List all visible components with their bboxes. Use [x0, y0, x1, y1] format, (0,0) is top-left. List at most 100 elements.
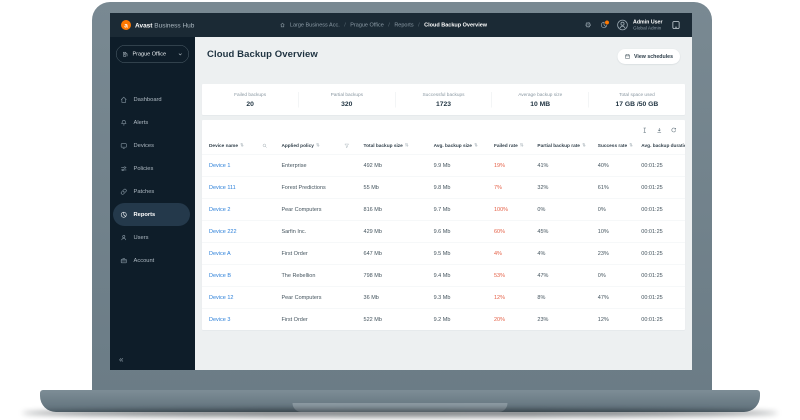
stat-item: Total space used 17 GB /50 GB	[588, 91, 685, 108]
sidebar-item-reports[interactable]: Reports	[113, 203, 190, 226]
device-console-icon[interactable]	[671, 20, 681, 30]
stat-label: Average backup size	[518, 91, 563, 98]
sidebar-item-dashboard[interactable]: Dashboard	[110, 88, 195, 111]
sidebar-item-users[interactable]: Users	[110, 226, 195, 249]
sidebar-item-patches[interactable]: Patches	[110, 180, 195, 203]
sort-icon[interactable]: ⇅	[315, 143, 320, 148]
cell-total-backup-size: 36 Mb	[363, 294, 379, 301]
stat-item: Successful backups 1723	[394, 91, 492, 108]
cell-avg-backup-duration: 00:01:25	[641, 250, 663, 257]
cell-avg-backup-duration: 00:01:25	[641, 272, 663, 279]
table-row: Device 12 Pear Computers 36 Mb 9.3 Mb 12…	[202, 286, 685, 308]
device-link[interactable]: Device A	[209, 250, 231, 257]
cell-avg-backup-size: 9.6 Mb	[433, 228, 451, 235]
search-icon[interactable]	[262, 143, 268, 149]
column-applied-policy[interactable]: Applied policy ⇅	[274, 143, 356, 149]
cell-success-rate: 61%	[597, 184, 609, 191]
cell-partial-backup-rate: 23%	[537, 316, 549, 323]
table-row: Device 222 Sarfin Inc. 429 Mb 9.6 Mb 60%…	[202, 220, 685, 242]
cell-failed-rate: 100%	[493, 206, 509, 213]
sort-icon[interactable]: ⇅	[581, 143, 586, 148]
sidebar-item-label: Reports	[133, 211, 156, 218]
cell-total-backup-size: 816 Mb	[363, 206, 382, 213]
brand-rest: Business Hub	[154, 21, 195, 29]
breadcrumb-item[interactable]: Large Business Acc. /	[289, 22, 346, 28]
cell-avg-backup-size: 9.9 Mb	[433, 162, 451, 169]
device-link[interactable]: Device 111	[209, 184, 236, 191]
home-icon	[120, 96, 128, 104]
cell-success-rate: 0%	[597, 206, 606, 213]
cell-total-backup-size: 798 Mb	[363, 272, 382, 279]
device-link[interactable]: Device 1	[209, 162, 231, 169]
cell-total-backup-size: 429 Mb	[363, 228, 382, 235]
device-link[interactable]: Device 2	[209, 206, 231, 213]
refresh-icon[interactable]	[671, 127, 678, 134]
table-toolbar	[202, 120, 685, 137]
column-device-name[interactable]: Device name ⇅	[202, 143, 274, 149]
breadcrumb-item[interactable]: Cloud Backup Overview /	[424, 22, 488, 28]
breadcrumb-separator: /	[344, 22, 346, 28]
breadcrumb: Large Business Acc. / Prague Office / Re…	[279, 22, 487, 28]
bell-icon	[120, 119, 128, 127]
cell-applied-policy: Enterprise	[281, 162, 307, 169]
sidebar-item-policies[interactable]: Policies	[110, 157, 195, 180]
sidebar-item-label: Account	[133, 257, 155, 264]
filter-icon[interactable]	[344, 143, 350, 149]
table-header: Device name ⇅ Applied policy ⇅ Total backu…	[202, 137, 685, 154]
download-icon[interactable]	[656, 127, 663, 134]
monitor-icon	[120, 142, 128, 150]
stat-label: Failed backups	[234, 91, 267, 98]
device-link[interactable]: Device 12	[209, 294, 234, 301]
column-partial-backup-rate[interactable]: Partial backup rate ⇅	[537, 142, 586, 149]
avast-logo-icon[interactable]: a	[121, 20, 131, 30]
sidebar-item-label: Policies	[133, 165, 154, 172]
cell-failed-rate: 53%	[493, 272, 505, 279]
sidebar-item-label: Patches	[133, 188, 155, 195]
column-total-backup-size[interactable]: Total backup size ⇅	[363, 142, 409, 149]
user-name: Admin User	[633, 18, 663, 25]
breadcrumb-separator: /	[418, 22, 420, 28]
cell-avg-backup-duration: 00:01:25	[641, 206, 663, 213]
sort-icon[interactable]: ⇅	[629, 143, 633, 148]
device-link[interactable]: Device B	[209, 272, 232, 279]
home-icon	[279, 22, 285, 28]
column-avg-backup-duration[interactable]: Avg. backup duration⇅	[641, 142, 685, 149]
breadcrumb-separator: /	[388, 22, 390, 28]
sidebar-item-devices[interactable]: Devices	[110, 134, 195, 157]
org-selector[interactable]: Prague Office	[116, 45, 189, 63]
sliders-icon	[120, 165, 128, 173]
column-settings-icon[interactable]	[642, 127, 649, 134]
brand-title: Avast Business Hub	[135, 21, 194, 29]
cell-avg-backup-duration: 00:01:25	[641, 294, 663, 301]
column-success-rate[interactable]: Success rate ⇅	[597, 142, 633, 149]
stat-item: Partial backups 320	[298, 91, 395, 108]
patch-icon	[120, 188, 128, 196]
sort-icon[interactable]: ⇅	[473, 143, 478, 148]
breadcrumb-item[interactable]: Prague Office /	[350, 22, 390, 28]
device-link[interactable]: Device 3	[209, 316, 231, 323]
building-icon	[122, 51, 129, 58]
sidebar-item-account[interactable]: Account	[110, 249, 195, 272]
cell-applied-policy: Sarfin Inc.	[281, 228, 307, 235]
gear-icon[interactable]: ⚙	[584, 20, 592, 30]
topbar-actions: ⚙ Admin User Global Admin	[585, 19, 681, 32]
sidebar-item-alerts[interactable]: Alerts	[110, 111, 195, 134]
sort-icon[interactable]: ⇅	[519, 143, 524, 148]
cell-partial-backup-rate: 4%	[537, 250, 546, 257]
table-row: Device 111 Forest Predictions 55 Mb 9.8 …	[202, 176, 685, 198]
table-row: Device 2 Pear Computers 816 Mb 9.7 Mb 10…	[202, 198, 685, 220]
stat-item: Average backup size 10 MB	[491, 91, 589, 108]
column-avg-backup-size[interactable]: Avg. backup size ⇅	[433, 142, 478, 149]
column-failed-rate[interactable]: Failed rate ⇅	[493, 142, 524, 149]
sort-icon[interactable]: ⇅	[404, 143, 409, 148]
cell-applied-policy: The Rebellion	[281, 272, 316, 279]
device-link[interactable]: Device 222	[209, 228, 237, 235]
view-schedules-button[interactable]: View schedules	[617, 49, 680, 64]
sidebar-collapse-icon[interactable]: «	[119, 355, 124, 364]
stat-item: Failed backups 20	[202, 92, 298, 108]
cell-success-rate: 23%	[597, 250, 609, 257]
usage-pie-icon[interactable]	[600, 20, 610, 29]
sort-icon[interactable]: ⇅	[240, 143, 244, 148]
breadcrumb-item[interactable]: Reports /	[394, 22, 420, 28]
user-menu[interactable]: Admin User Global Admin	[617, 19, 663, 32]
